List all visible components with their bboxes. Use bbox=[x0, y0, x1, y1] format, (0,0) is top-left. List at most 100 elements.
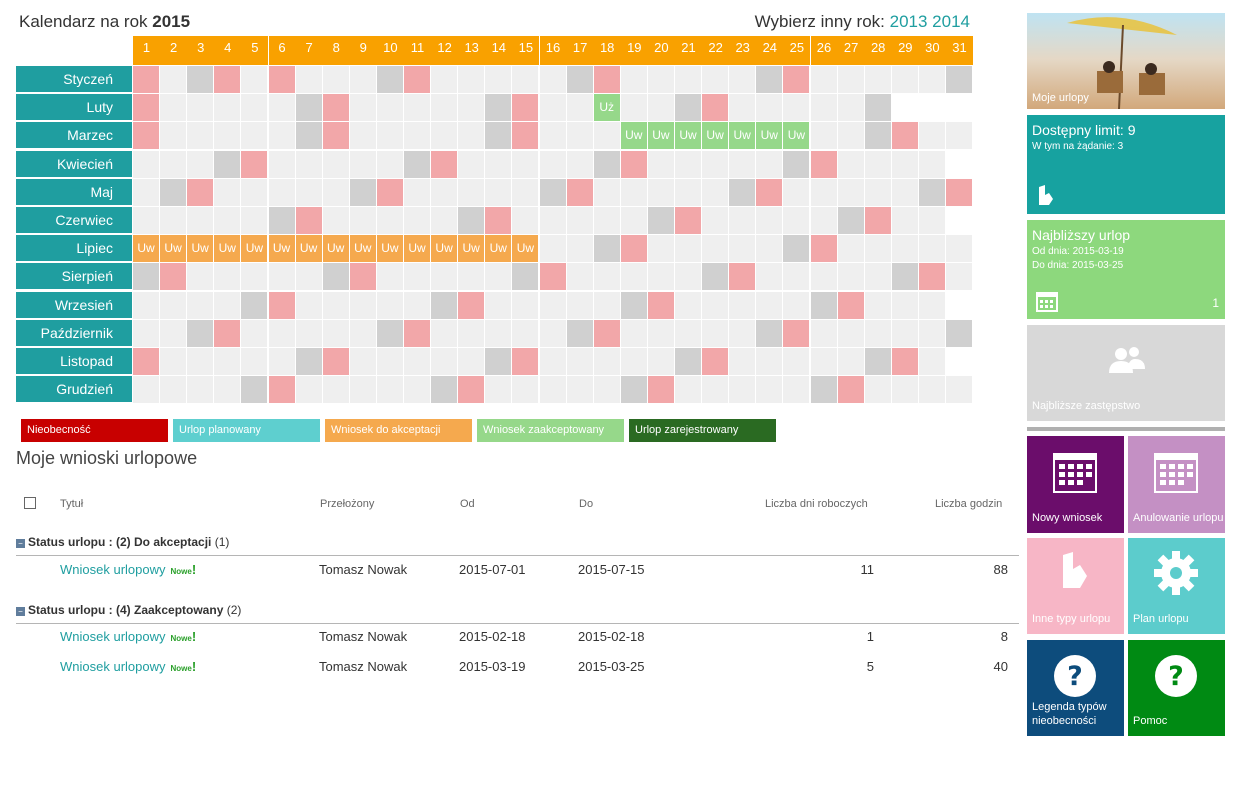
calendar-day-cell[interactable] bbox=[593, 319, 620, 347]
calendar-day-cell[interactable] bbox=[539, 150, 566, 178]
calendar-day-cell[interactable]: Uw bbox=[349, 235, 376, 263]
calendar-day-cell[interactable] bbox=[647, 376, 674, 404]
my-leaves-tile[interactable]: Moje urlopy bbox=[1027, 13, 1225, 109]
calendar-day-cell[interactable] bbox=[133, 207, 159, 234]
calendar-day-cell[interactable] bbox=[431, 178, 458, 206]
calendar-day-cell[interactable] bbox=[404, 94, 430, 122]
calendar-day-cell[interactable] bbox=[376, 150, 403, 178]
calendar-day-cell[interactable]: Uw bbox=[268, 235, 295, 263]
calendar-day-cell[interactable] bbox=[864, 66, 891, 93]
calendar-day-cell[interactable] bbox=[810, 207, 837, 234]
calendar-day-cell[interactable] bbox=[485, 291, 512, 319]
calendar-day-cell[interactable] bbox=[891, 235, 918, 263]
calendar-day-cell[interactable] bbox=[512, 263, 539, 291]
calendar-day-cell[interactable] bbox=[891, 122, 918, 150]
calendar-day-cell[interactable]: Uw bbox=[431, 235, 458, 263]
calendar-day-cell[interactable] bbox=[810, 348, 837, 375]
calendar-day-cell[interactable] bbox=[376, 376, 403, 404]
calendar-day-cell[interactable] bbox=[566, 122, 593, 150]
calendar-day-cell[interactable]: Uw bbox=[620, 122, 647, 150]
calendar-day-cell[interactable] bbox=[891, 150, 918, 178]
calendar-day-cell[interactable] bbox=[566, 150, 593, 178]
calendar-day-cell[interactable] bbox=[810, 319, 837, 347]
calendar-day-cell[interactable] bbox=[891, 319, 918, 347]
calendar-day-cell[interactable] bbox=[702, 319, 729, 347]
calendar-day-cell[interactable]: Uw bbox=[729, 122, 756, 150]
calendar-day-cell[interactable] bbox=[133, 319, 159, 347]
calendar-day-cell[interactable] bbox=[512, 207, 539, 234]
calendar-day-cell[interactable] bbox=[512, 122, 539, 150]
calendar-day-cell[interactable] bbox=[891, 178, 918, 206]
calendar-day-cell[interactable] bbox=[160, 66, 187, 93]
calendar-day-cell[interactable] bbox=[485, 348, 512, 375]
year-link-2013[interactable]: 2013 bbox=[889, 12, 928, 31]
calendar-day-cell[interactable] bbox=[539, 122, 566, 150]
calendar-day-cell[interactable] bbox=[539, 94, 566, 122]
calendar-day-cell[interactable] bbox=[756, 207, 783, 234]
calendar-day-cell[interactable] bbox=[322, 319, 349, 347]
calendar-day-cell[interactable] bbox=[620, 66, 647, 93]
calendar-day-cell[interactable] bbox=[376, 178, 403, 206]
calendar-day-cell[interactable] bbox=[783, 207, 810, 234]
calendar-day-cell[interactable]: Uw bbox=[322, 235, 349, 263]
calendar-day-cell[interactable] bbox=[891, 66, 918, 93]
calendar-day-cell[interactable] bbox=[918, 178, 945, 206]
calendar-day-cell[interactable] bbox=[539, 263, 566, 291]
calendar-day-cell[interactable] bbox=[647, 319, 674, 347]
calendar-day-cell[interactable] bbox=[404, 319, 430, 347]
calendar-day-cell[interactable] bbox=[729, 150, 756, 178]
calendar-day-cell[interactable] bbox=[241, 263, 268, 291]
calendar-day-cell[interactable] bbox=[295, 66, 322, 93]
calendar-day-cell[interactable] bbox=[783, 178, 810, 206]
calendar-day-cell[interactable] bbox=[268, 291, 295, 319]
calendar-day-cell[interactable] bbox=[160, 178, 187, 206]
calendar-day-cell[interactable] bbox=[918, 66, 945, 93]
calendar-day-cell[interactable] bbox=[918, 122, 945, 150]
calendar-day-cell[interactable] bbox=[729, 376, 756, 404]
calendar-day-cell[interactable] bbox=[295, 291, 322, 319]
calendar-day-cell[interactable] bbox=[918, 207, 945, 234]
calendar-day-cell[interactable] bbox=[837, 207, 864, 234]
calendar-day-cell[interactable] bbox=[837, 263, 864, 291]
calendar-day-cell[interactable] bbox=[268, 348, 295, 375]
calendar-day-cell[interactable] bbox=[864, 150, 891, 178]
calendar-day-cell[interactable] bbox=[783, 150, 810, 178]
column-hours[interactable]: Liczba godzin bbox=[935, 498, 1003, 510]
calendar-day-cell[interactable] bbox=[241, 207, 268, 234]
calendar-day-cell[interactable]: Uw bbox=[133, 235, 159, 263]
calendar-day-cell[interactable] bbox=[647, 348, 674, 375]
calendar-day-cell[interactable] bbox=[729, 263, 756, 291]
calendar-day-cell[interactable] bbox=[431, 291, 458, 319]
calendar-day-cell[interactable] bbox=[485, 178, 512, 206]
calendar-day-cell[interactable] bbox=[864, 263, 891, 291]
calendar-day-cell[interactable] bbox=[485, 94, 512, 122]
calendar-day-cell[interactable] bbox=[160, 291, 187, 319]
calendar-day-cell[interactable] bbox=[295, 178, 322, 206]
calendar-day-cell[interactable] bbox=[376, 94, 403, 122]
legend-types-tile[interactable]: ? Legenda typów nieobecności bbox=[1027, 640, 1124, 736]
calendar-day-cell[interactable] bbox=[241, 94, 268, 122]
calendar-day-cell[interactable] bbox=[675, 94, 701, 122]
calendar-day-cell[interactable] bbox=[160, 319, 187, 347]
calendar-day-cell[interactable] bbox=[376, 291, 403, 319]
calendar-day-cell[interactable] bbox=[593, 235, 620, 263]
calendar-day-cell[interactable] bbox=[376, 66, 403, 93]
calendar-day-cell[interactable] bbox=[675, 319, 701, 347]
calendar-day-cell[interactable] bbox=[512, 94, 539, 122]
calendar-day-cell[interactable] bbox=[376, 319, 403, 347]
calendar-day-cell[interactable] bbox=[620, 263, 647, 291]
calendar-day-cell[interactable] bbox=[376, 263, 403, 291]
calendar-day-cell[interactable] bbox=[864, 235, 891, 263]
calendar-day-cell[interactable] bbox=[133, 150, 159, 178]
calendar-day-cell[interactable] bbox=[458, 178, 485, 206]
calendar-day-cell[interactable] bbox=[241, 178, 268, 206]
calendar-day-cell[interactable] bbox=[268, 150, 295, 178]
calendar-day-cell[interactable] bbox=[458, 150, 485, 178]
calendar-day-cell[interactable] bbox=[756, 178, 783, 206]
calendar-day-cell[interactable] bbox=[593, 207, 620, 234]
calendar-day-cell[interactable] bbox=[512, 348, 539, 375]
calendar-day-cell[interactable] bbox=[349, 207, 376, 234]
calendar-day-cell[interactable] bbox=[485, 122, 512, 150]
calendar-day-cell[interactable] bbox=[756, 376, 783, 404]
calendar-day-cell[interactable] bbox=[810, 150, 837, 178]
